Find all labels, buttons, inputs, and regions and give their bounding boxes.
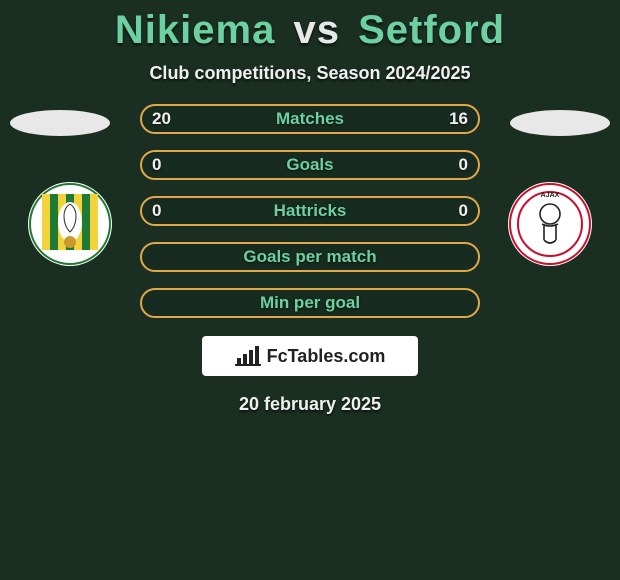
club-crest-left [28,182,112,266]
stat-value-left: 20 [152,109,171,129]
stat-label: Matches [276,109,344,129]
branding-text: FcTables.com [267,346,386,367]
stat-row-matches: 20 Matches 16 [140,104,480,134]
stat-label: Hattricks [274,201,347,221]
stat-value-right: 0 [459,155,468,175]
stat-label: Goals [286,155,333,175]
subtitle: Club competitions, Season 2024/2025 [0,63,620,84]
stat-row-goals: 0 Goals 0 [140,150,480,180]
player1-name-oval [10,110,110,136]
stat-value-right: 0 [459,201,468,221]
player1-name: Nikiema [115,8,275,52]
stat-label: Min per goal [260,293,360,313]
comparison-title: Nikiema vs Setford [0,0,620,53]
player2-name: Setford [358,8,505,52]
club-crest-right: AJAX [508,182,592,266]
ajax-crest-icon: AJAX [508,182,592,266]
stat-value-right: 16 [449,109,468,129]
player2-name-oval [510,110,610,136]
svg-text:AJAX: AJAX [541,192,560,199]
comparison-arena: AJAX 20 Matches 16 0 Goals 0 0 Hattricks… [0,104,620,415]
stat-value-left: 0 [152,201,161,221]
stat-value-left: 0 [152,155,161,175]
date-text: 20 february 2025 [0,394,620,415]
stat-row-goals-per-match: Goals per match [140,242,480,272]
stat-row-hattricks: 0 Hattricks 0 [140,196,480,226]
branding-box: FcTables.com [202,336,418,376]
vs-text: vs [293,8,340,52]
ado-den-haag-crest-icon [28,182,112,266]
stat-rows: 20 Matches 16 0 Goals 0 0 Hattricks 0 Go… [140,104,480,318]
stat-label: Goals per match [243,247,376,267]
bar-chart-icon [235,346,261,366]
stat-row-min-per-goal: Min per goal [140,288,480,318]
